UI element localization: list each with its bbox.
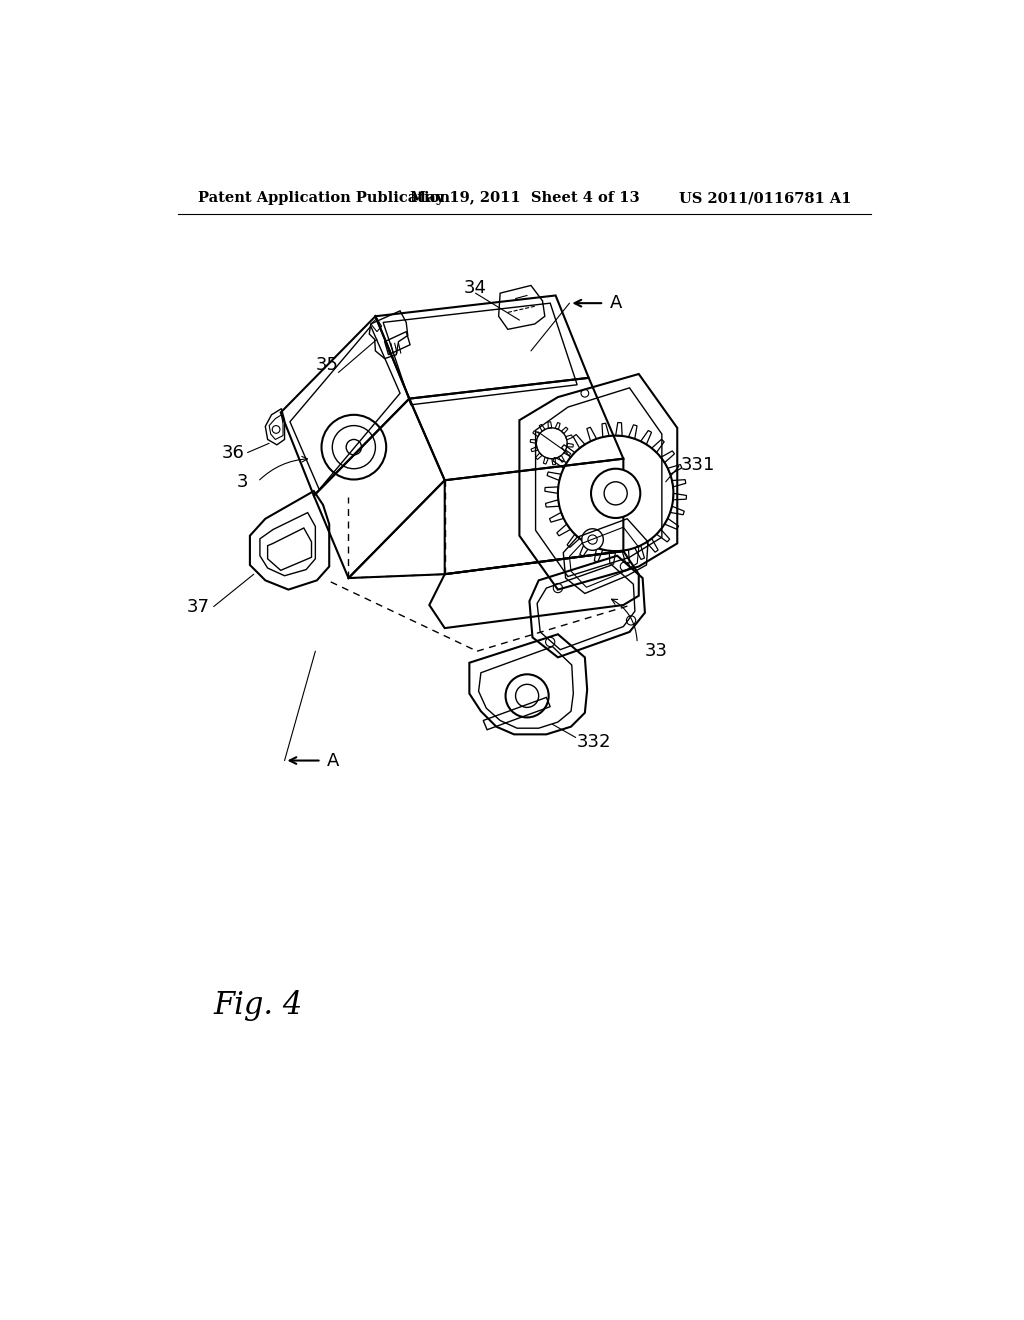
Text: 332: 332 <box>578 733 611 751</box>
Text: 331: 331 <box>681 455 716 474</box>
Text: A: A <box>609 294 622 312</box>
Text: Patent Application Publication: Patent Application Publication <box>199 191 451 206</box>
Text: US 2011/0116781 A1: US 2011/0116781 A1 <box>679 191 851 206</box>
Text: 37: 37 <box>186 598 210 615</box>
Circle shape <box>591 469 640 517</box>
Text: Fig. 4: Fig. 4 <box>214 990 303 1020</box>
Text: 3: 3 <box>237 473 248 491</box>
Text: 36: 36 <box>221 444 245 462</box>
Text: A: A <box>327 751 339 770</box>
Circle shape <box>582 529 603 550</box>
Text: 35: 35 <box>315 356 338 374</box>
Text: 33: 33 <box>645 643 668 660</box>
Text: May 19, 2011  Sheet 4 of 13: May 19, 2011 Sheet 4 of 13 <box>410 191 640 206</box>
Text: 34: 34 <box>464 279 487 297</box>
